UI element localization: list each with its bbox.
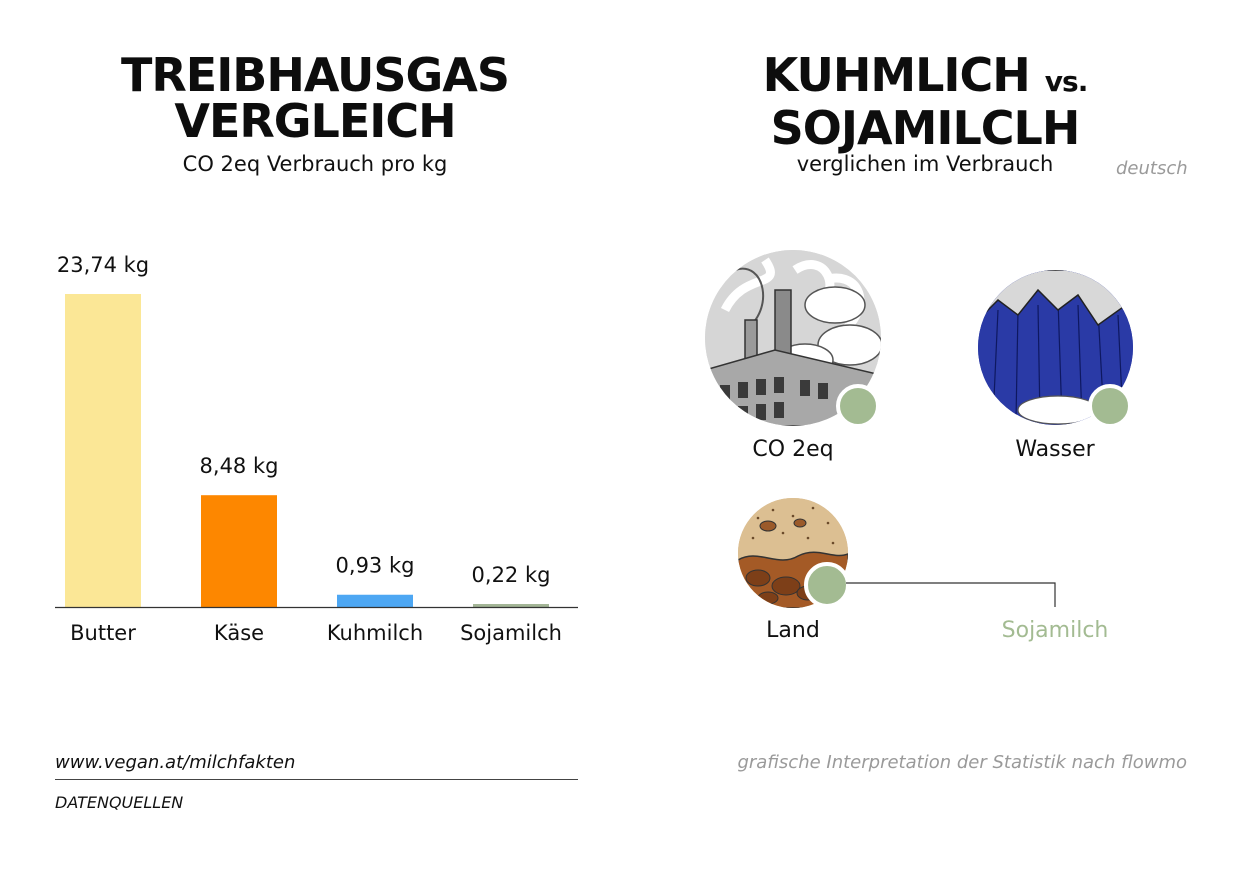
credit-text: grafische Interpretation der Statistik n… [737, 752, 1187, 773]
bar-butter [65, 294, 141, 607]
value-label-käse: 8,48 kg [200, 454, 279, 478]
language-label[interactable]: deutsch [1116, 158, 1188, 179]
chart-title: TREIBHAUSGAS VERGLEICH [40, 52, 590, 144]
co2-sojamilch-marker [836, 384, 880, 428]
comparison-title-vs: vs. [1044, 65, 1089, 98]
legend-connector-line [846, 582, 1056, 607]
data-sources-label: DATENQUELLEN [55, 793, 184, 812]
source-link[interactable]: www.vegan.at/milchfakten [55, 752, 296, 773]
water-waterfall-icon [978, 270, 1133, 425]
chart-title-line-2: VERGLEICH [174, 94, 456, 148]
chart-subtitle: CO 2eq Verbrauch pro kg [182, 152, 448, 176]
bar-chart: 23,74 kg Butter 8,48 kg Käse 0,93 kg Kuhmilch… [55, 253, 578, 645]
co2-factory-icon [705, 250, 881, 426]
bar-sojamilch [473, 604, 549, 607]
category-label-kuhmilch: Kuhmilch [327, 621, 423, 645]
value-label-kuhmilch: 0,93 kg [336, 554, 415, 578]
category-label-sojamilch: Sojamilch [460, 621, 562, 645]
chart-title-line-1: TREIBHAUSGAS [120, 48, 510, 102]
water-label: Wasser [1015, 437, 1095, 462]
legend-label-sojamilch: Sojamilch [1001, 618, 1109, 643]
land-label: Land [766, 618, 820, 643]
co2-label: CO 2eq [752, 437, 834, 462]
bar-kuhmilch [337, 594, 413, 607]
comparison-title-line-2: SOJAMILCLH [770, 101, 1081, 155]
water-sojamilch-marker [1088, 384, 1132, 428]
land-sojamilch-marker [804, 562, 850, 608]
bar-käse [201, 495, 277, 607]
category-label-käse: Käse [214, 621, 264, 645]
value-label-butter: 23,74 kg [57, 253, 149, 277]
comparison-title: KUHMLICH vs. SOJAMILCLH [720, 52, 1130, 151]
footer-divider [55, 779, 578, 780]
category-label-butter: Butter [70, 621, 136, 645]
comparison-subtitle: verglichen im Verbrauch [796, 152, 1054, 176]
value-label-sojamilch: 0,22 kg [472, 563, 551, 587]
comparison-title-main: KUHMLICH [762, 48, 1031, 102]
